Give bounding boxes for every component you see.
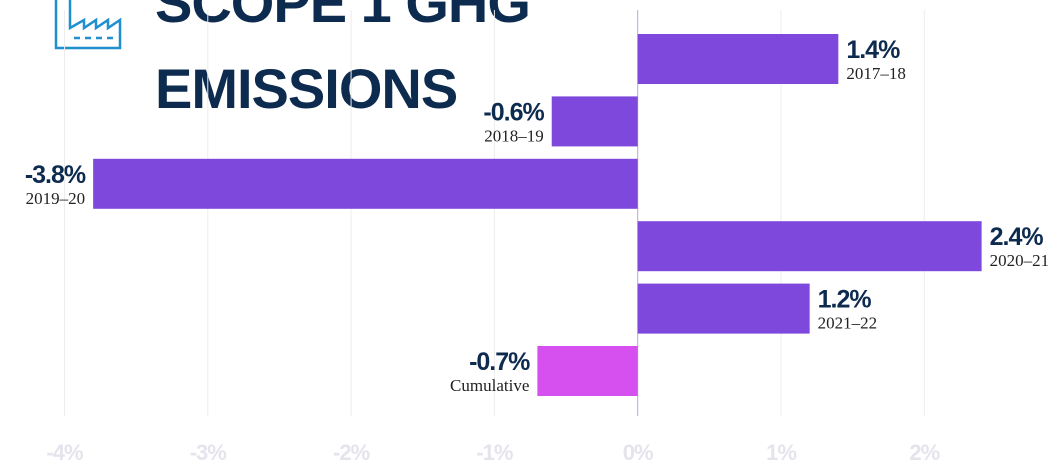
x-tick-label: -1% bbox=[476, 440, 513, 465]
x-tick-label: 2% bbox=[909, 440, 939, 465]
value-label: 2.4% bbox=[990, 223, 1044, 251]
bar bbox=[93, 158, 638, 209]
category-label: 2018–19 bbox=[484, 126, 544, 145]
bar bbox=[637, 221, 982, 272]
factory-icon bbox=[54, 0, 122, 50]
value-label: 1.4% bbox=[846, 36, 900, 64]
x-tick-label: -2% bbox=[333, 440, 370, 465]
value-label: -0.7% bbox=[469, 348, 530, 376]
category-label: 2017–18 bbox=[846, 64, 906, 83]
bar bbox=[551, 96, 638, 147]
bar bbox=[637, 34, 839, 84]
category-label: 2021–22 bbox=[818, 314, 878, 333]
value-label: -3.8% bbox=[25, 161, 86, 189]
x-tick-label: 0% bbox=[623, 440, 653, 465]
value-label: 1.2% bbox=[818, 286, 872, 314]
bar bbox=[637, 283, 810, 334]
x-tick-label: 1% bbox=[766, 440, 796, 465]
x-tick-label: -3% bbox=[190, 440, 227, 465]
chart-title: SCOPE 1 GHG bbox=[155, 0, 530, 34]
x-tick-label: -4% bbox=[46, 440, 83, 465]
category-label: 2019–20 bbox=[26, 189, 86, 208]
value-label: -0.6% bbox=[483, 98, 544, 126]
bar bbox=[537, 346, 638, 396]
category-label: Cumulative bbox=[450, 376, 529, 395]
category-label: 2020–21 bbox=[990, 251, 1050, 270]
chart-title: EMISSIONS bbox=[155, 57, 457, 120]
